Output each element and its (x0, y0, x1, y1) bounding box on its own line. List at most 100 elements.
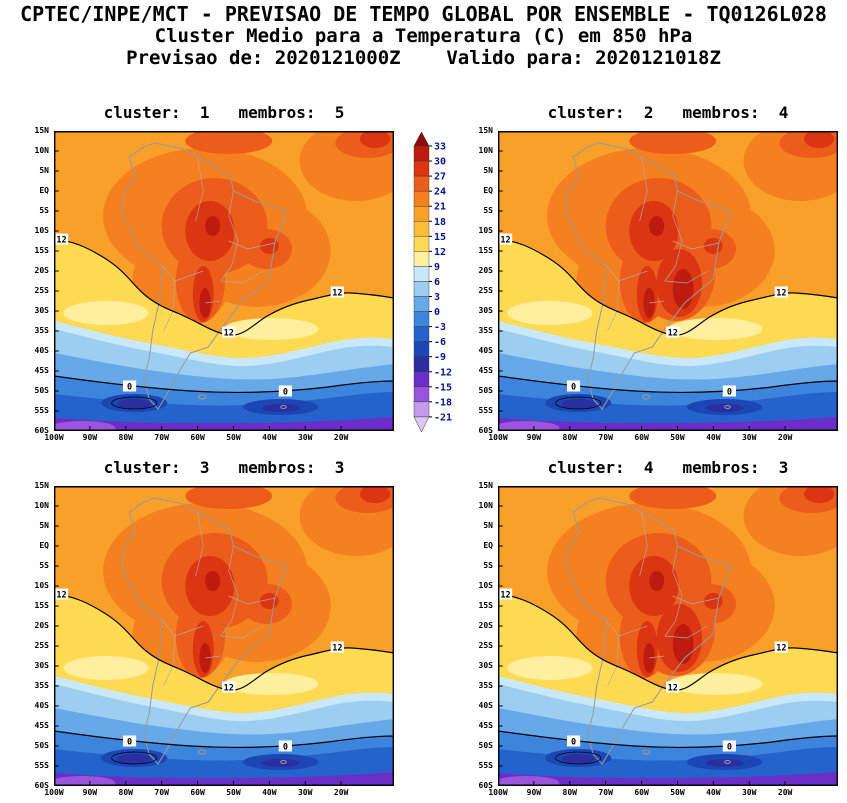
colorbar-cell (413, 311, 430, 327)
lat-tick-label: 10S (34, 581, 49, 590)
lon-tick-label: 60W (634, 788, 649, 797)
lat-tick-label: 60S (34, 426, 49, 435)
colorbar-cell (413, 175, 430, 192)
lat-tick-label: 10S (34, 226, 49, 235)
lon-tick-label: 40W (262, 433, 277, 442)
contour-cold-pocket (555, 751, 602, 765)
lat-tick-label: 45S (478, 366, 493, 375)
lat-tick-label: 10S (478, 581, 493, 590)
colorbar-tick-label: 3 (434, 292, 440, 303)
contour-label: 0 (127, 737, 132, 747)
lat-tick-label: 20S (34, 621, 49, 630)
colorbar-tick-label: 0 (434, 307, 440, 318)
contour-label: 12 (668, 683, 678, 693)
lat-tick-label: EQ (39, 186, 49, 195)
lon-tick-label: 60W (190, 788, 205, 797)
colorbar-tick-label: -21 (434, 412, 452, 423)
contour-label: 12 (776, 643, 786, 653)
contour-label-box (278, 385, 292, 397)
contour-label-box (222, 326, 236, 338)
lon-tick-label: 80W (118, 433, 133, 442)
lon-tick-label: 100W (44, 788, 64, 797)
lat-tick-label: 60S (478, 426, 493, 435)
lat-tick-label: 25S (34, 286, 49, 295)
lat-tick-label: 15N (478, 126, 493, 135)
contour-label: 12 (668, 328, 678, 338)
lat-tick-label: 55S (34, 406, 49, 415)
lat-tick-label: 5N (483, 521, 493, 530)
panel-title: cluster: 1 membros: 5 (103, 103, 345, 122)
contour-label: 0 (283, 387, 288, 397)
figure-title: CPTEC/INPE/MCT - PREVISAO DE TEMPO GLOBA… (20, 2, 827, 26)
lat-tick-label: 35S (478, 681, 493, 690)
contour-label-box (566, 735, 581, 747)
contour-label: 0 (727, 387, 732, 397)
lon-tick-label: 60W (190, 433, 205, 442)
lat-tick-label: 60S (478, 781, 493, 790)
colorbar-bottom-triangle (413, 416, 430, 433)
contour-label-box (278, 740, 292, 752)
lon-tick-label: 70W (598, 433, 613, 442)
colorbar-tick-label: 15 (434, 232, 446, 243)
temperature-map: 12 12 12 0 0 (498, 131, 838, 431)
lon-tick-label: 80W (562, 788, 577, 797)
contour-label: 12 (56, 235, 66, 245)
contour-label: 12 (500, 590, 510, 600)
contour-0 (498, 730, 838, 749)
lon-tick-label: 20W (333, 788, 349, 797)
map-frame (498, 131, 838, 431)
contour-label-box (54, 588, 69, 600)
colorbar-cell (413, 266, 430, 282)
panel-cluster-1: cluster: 1 membros: 5 15N 10N 5N EQ 5S 10S 15S… (24, 101, 396, 447)
lat-tick-label: 10S (478, 226, 493, 235)
lon-tick-label: 90W (82, 788, 98, 797)
temperature-map: 12 12 12 0 0 (54, 486, 394, 786)
contour-label: 12 (224, 683, 234, 693)
lat-tick-label: 15N (34, 481, 49, 490)
contour-label: 12 (224, 328, 234, 338)
contour-label: 12 (776, 288, 786, 298)
colorbar-cell (413, 341, 430, 357)
temperature-map: 12 12 12 0 0 (498, 486, 838, 786)
lon-tick-label: 90W (82, 433, 98, 442)
lat-tick-label: 35S (478, 326, 493, 335)
temperature-map: 12 12 12 0 0 (54, 131, 394, 431)
contour-label: 0 (571, 737, 576, 747)
lat-tick-label: 10N (478, 501, 493, 510)
lat-tick-label: 10N (34, 146, 49, 155)
lat-tick-label: 25S (478, 641, 493, 650)
lat-axis: 15N 10N 5N EQ 5S 10S 15S 20S 25S 30S 35S 40S 45S 50S 5… (468, 126, 495, 435)
colorbar-cell (413, 296, 430, 312)
temperature-field (498, 486, 838, 786)
contour-label: 0 (127, 382, 132, 392)
temperature-map-svg: 12 12 12 0 0 (498, 131, 838, 431)
lat-tick-label: 20S (34, 266, 49, 275)
lon-tick-label: 30W (741, 433, 757, 442)
colorbar-cell (413, 160, 430, 177)
lat-tick-label: 5S (483, 561, 493, 570)
lat-axis: 15N 10N 5N EQ 5S 10S 15S 20S 25S 30S 35S 40S 45S 50S 5… (24, 481, 51, 790)
lon-tick-label: 70W (154, 433, 169, 442)
panel-cluster-2: cluster: 2 membros: 4 15N 10N 5N EQ 5S 10S 15S… (468, 101, 840, 447)
map-frame (54, 131, 394, 431)
colorbar-cell (413, 205, 430, 222)
lon-axis: 100W 90W 80W 70W 60W 50W 40W 30W 20W (44, 432, 394, 444)
contour-label-box (330, 286, 344, 298)
contour-label-box (566, 380, 581, 392)
contour-label-box (666, 326, 680, 338)
temperature-map-svg: 12 12 12 0 0 (54, 131, 394, 431)
panel-title: cluster: 4 membros: 3 (547, 458, 789, 477)
lat-tick-label: 5N (39, 166, 49, 175)
lon-tick-label: 20W (777, 788, 793, 797)
lat-tick-label: 25S (34, 641, 49, 650)
lat-tick-label: 20S (478, 266, 493, 275)
colorbar-top-triangle (413, 131, 430, 147)
panel-title: cluster: 3 membros: 3 (103, 458, 345, 477)
contour-0 (498, 375, 838, 394)
colorbar-tick-label: 6 (434, 277, 440, 288)
colorbar-tick-label: -6 (434, 337, 446, 348)
colorbar-tick-label: -15 (434, 382, 452, 393)
lat-axis: 15N 10N 5N EQ 5S 10S 15S 20S 25S 30S 35S 40S 45S 50S 5… (24, 126, 51, 435)
